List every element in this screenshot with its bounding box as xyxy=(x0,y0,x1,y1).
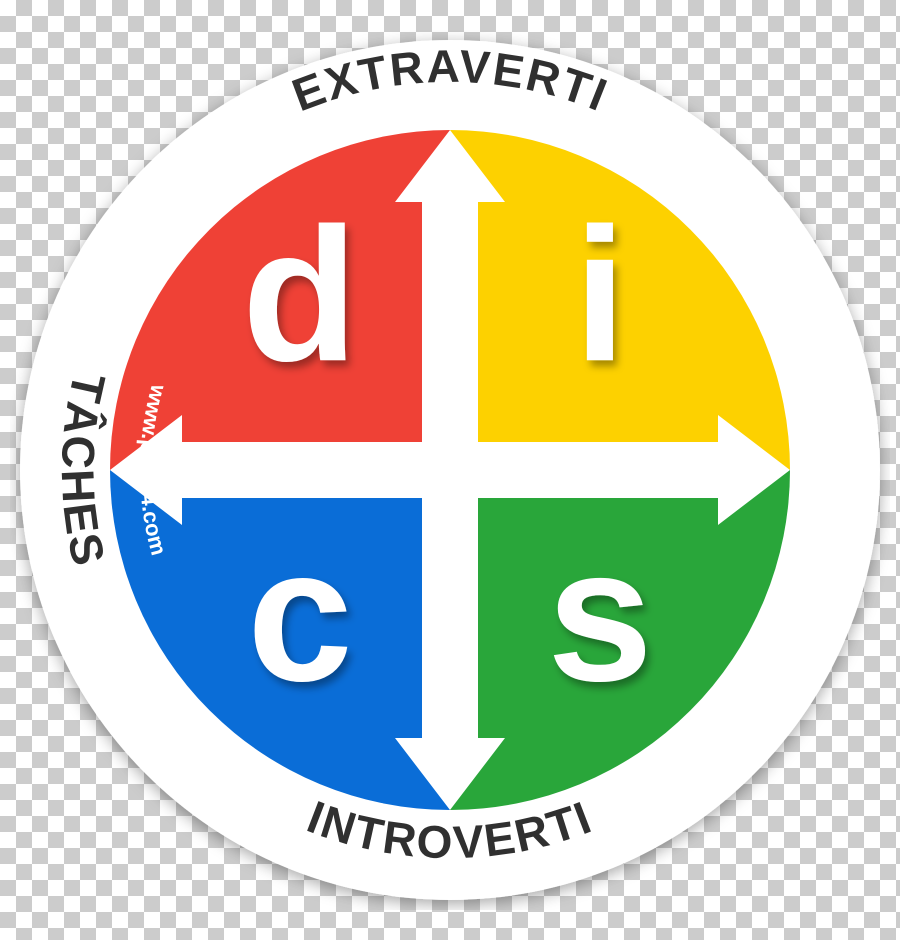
letter-s: s xyxy=(547,509,653,721)
diagram-svg: d i c s EXTRAVERTI INTROVERTI TÂCHES PER… xyxy=(10,30,890,910)
letter-i: i xyxy=(574,189,627,401)
letter-d: d xyxy=(242,189,358,401)
disc-diagram: d i c s EXTRAVERTI INTROVERTI TÂCHES PER… xyxy=(10,30,890,910)
letter-c: c xyxy=(247,509,353,721)
